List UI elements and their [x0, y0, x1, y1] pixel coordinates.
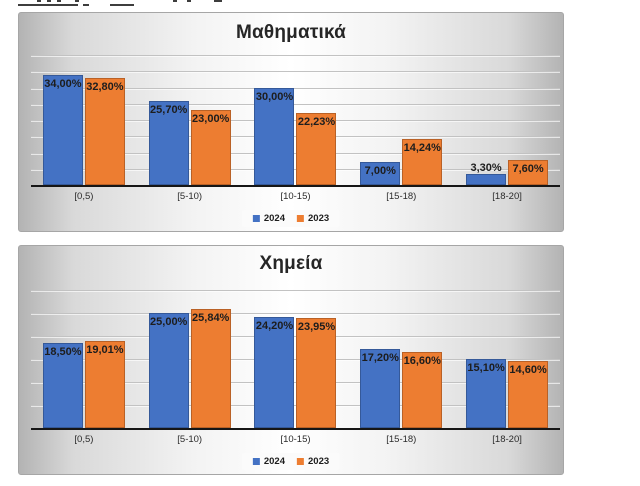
- bar-2024[interactable]: 18,50%: [42, 342, 83, 428]
- bar-2024[interactable]: 3,30%: [466, 163, 507, 185]
- category-label: [10-15): [280, 191, 311, 202]
- legend-item-2024[interactable]: 2024: [252, 456, 285, 467]
- plot-area: 34,00% 32,80% 25,70% 23,00% 30,00% 22,23% 7,00…: [31, 55, 560, 185]
- bar-2024[interactable]: 7,00%: [360, 162, 401, 185]
- plot-area: 18,50% 19,01% 25,00% 25,84% 24,20% 23,95% 17,2…: [31, 290, 560, 428]
- legend-swatch-icon: [252, 215, 260, 222]
- gridline: [31, 55, 560, 56]
- gridline: [31, 71, 560, 73]
- bar-group: 30,00% 22,23%: [243, 55, 349, 185]
- gridline: [31, 87, 560, 89]
- category-label: [0,5): [74, 434, 94, 445]
- bar-2024[interactable]: 30,00%: [254, 87, 295, 185]
- category-axis-line: [31, 185, 560, 187]
- category-label: [18-20]: [492, 191, 522, 202]
- bar-2023[interactable]: 23,00%: [190, 110, 231, 185]
- bar-group: 18,50% 19,01%: [31, 290, 137, 428]
- legend[interactable]: 2024 2023: [241, 453, 341, 470]
- gridline: [31, 405, 560, 406]
- bar-2023[interactable]: 19,01%: [84, 340, 125, 428]
- bar-2023[interactable]: 23,95%: [296, 317, 337, 428]
- chart-title[interactable]: Χημεία: [259, 253, 323, 274]
- bar-2024[interactable]: 34,00%: [42, 74, 83, 185]
- category-label: [10-15): [280, 434, 311, 445]
- gridline: [31, 103, 560, 105]
- gridline: [31, 336, 560, 337]
- chart-title[interactable]: Μαθηματικά: [235, 22, 347, 43]
- bar-2024[interactable]: 17,20%: [360, 348, 401, 428]
- bar-2023[interactable]: 25,84%: [190, 309, 231, 428]
- data-label: 23,00%: [192, 113, 230, 126]
- bar-group: 25,00% 25,84%: [137, 290, 243, 428]
- category-label: [15-18): [386, 434, 417, 445]
- data-label: 7,60%: [512, 163, 544, 176]
- category-label: [5-10): [177, 191, 203, 202]
- bar-group: 24,20% 23,95%: [243, 290, 349, 428]
- category-label: [18-20]: [492, 434, 522, 445]
- legend-label: 2023: [308, 456, 330, 467]
- bar-2023[interactable]: 22,23%: [296, 112, 337, 185]
- data-label: 25,84%: [192, 312, 230, 325]
- bar-2023[interactable]: 16,60%: [402, 351, 443, 428]
- bar-2024[interactable]: 25,00%: [148, 313, 189, 428]
- data-label: 3,30%: [470, 162, 502, 175]
- legend-swatch-icon: [297, 458, 304, 465]
- data-label: 32,80%: [86, 81, 124, 94]
- legend[interactable]: 2024 2023: [241, 210, 341, 227]
- data-label: 30,00%: [255, 90, 294, 103]
- data-label: 14,24%: [403, 141, 441, 154]
- legend-item-2024[interactable]: 2024: [252, 213, 285, 224]
- gridline: [31, 136, 560, 138]
- data-label: 14,60%: [509, 363, 547, 376]
- category-label: [15-18): [386, 191, 417, 202]
- legend-item-2023[interactable]: 2023: [297, 456, 329, 467]
- legend-label: 2024: [263, 456, 285, 467]
- gridline: [31, 359, 560, 360]
- data-label: 24,20%: [255, 319, 294, 332]
- data-label: 7,00%: [364, 165, 396, 178]
- bar-group: 25,70% 23,00%: [137, 55, 243, 185]
- category-label: [0,5): [74, 191, 94, 202]
- bar-2023[interactable]: 7,60%: [508, 160, 549, 185]
- bar-group: 7,00% 14,24%: [348, 55, 454, 185]
- bar-2024[interactable]: 24,20%: [254, 316, 295, 428]
- category-axis-line: [31, 428, 560, 430]
- data-label: 22,23%: [297, 115, 336, 128]
- category-axis: [0,5) [5-10) [10-15) [15-18) [18-20]: [31, 434, 560, 445]
- bar-group: 34,00% 32,80%: [31, 55, 137, 185]
- data-label: 17,20%: [361, 351, 399, 364]
- bar-2023[interactable]: 14,24%: [402, 138, 443, 185]
- bar-2023[interactable]: 14,60%: [508, 360, 549, 428]
- bar-group: 3,30% 7,60%: [454, 55, 560, 185]
- legend-swatch-icon: [252, 458, 260, 465]
- data-label: 19,01%: [86, 343, 124, 356]
- gridline: [31, 168, 560, 170]
- legend-label: 2023: [308, 213, 330, 224]
- chart-chimeia[interactable]: Χημεία 18,50% 19,01% 25,00% 25,84% 24,20% 23,…: [18, 245, 564, 475]
- bar-2023[interactable]: 32,80%: [84, 78, 125, 185]
- bar-2024[interactable]: 25,70%: [148, 101, 189, 185]
- data-label: 23,95%: [297, 320, 336, 333]
- data-label: 18,50%: [44, 345, 82, 358]
- data-label: 15,10%: [467, 361, 505, 374]
- data-label: 25,00%: [150, 316, 188, 328]
- data-label: 25,70%: [150, 104, 188, 117]
- bar-group: 17,20% 16,60%: [348, 290, 454, 428]
- category-axis: [0,5) [5-10) [10-15) [15-18) [18-20]: [31, 191, 560, 202]
- category-label: [5-10): [177, 434, 203, 445]
- legend-label: 2024: [263, 213, 285, 224]
- data-label: 16,60%: [403, 354, 441, 367]
- bar-2024[interactable]: 15,10%: [466, 358, 507, 428]
- data-label: 34,00%: [44, 77, 82, 90]
- legend-swatch-icon: [297, 215, 304, 222]
- chart-mathimatika[interactable]: Μαθηματικά 34,00% 32,80% 25,70% 23,00% 30,00…: [18, 12, 564, 232]
- gridline: [31, 120, 560, 121]
- gridline: [31, 382, 560, 383]
- legend-item-2023[interactable]: 2023: [297, 213, 329, 224]
- gridline: [31, 290, 560, 291]
- gridline: [31, 152, 560, 154]
- gridline: [31, 313, 560, 314]
- bar-group: 15,10% 14,60%: [454, 290, 560, 428]
